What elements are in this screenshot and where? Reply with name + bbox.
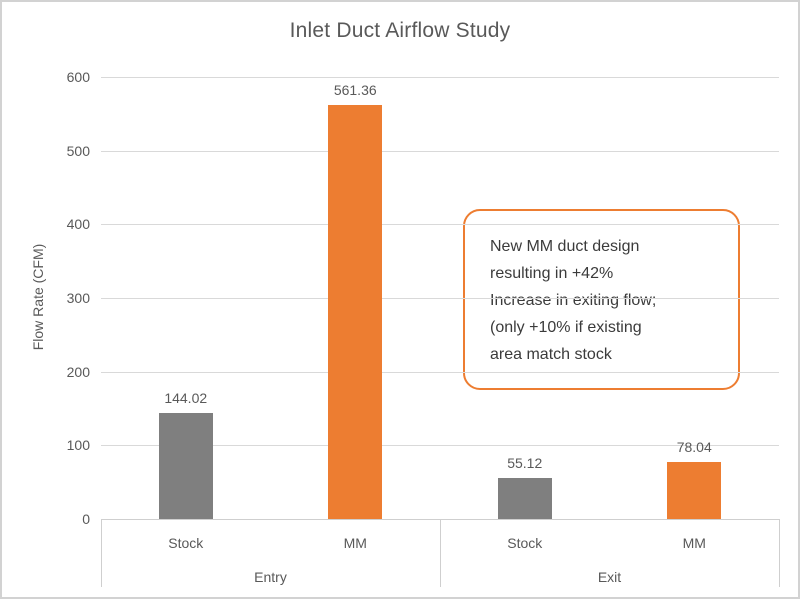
bar-exit-mm bbox=[667, 461, 722, 519]
annotation-line-2: resulting in +42% bbox=[490, 265, 614, 282]
annotation-callout: New MM duct design resulting in +42% Inc… bbox=[463, 209, 740, 390]
y-tick-label-400: 400 bbox=[66, 216, 90, 233]
category-label-entry-mm: MM bbox=[343, 535, 367, 551]
gridline-300 bbox=[101, 298, 779, 299]
bar-entry-mm bbox=[328, 105, 383, 519]
y-tick-label-500: 500 bbox=[66, 142, 90, 159]
annotation-line-1: New MM duct design bbox=[490, 238, 640, 255]
annotation-line-5: area match stock bbox=[490, 346, 612, 363]
gridline-400 bbox=[101, 224, 779, 226]
category-axis-divider-2 bbox=[779, 519, 780, 587]
y-axis-title: Flow Rate (CFM) bbox=[30, 243, 46, 351]
y-tick-label-300: 300 bbox=[66, 290, 90, 306]
data-label-exit-mm: 78.04 bbox=[676, 438, 712, 455]
data-label-exit-stock: 55.12 bbox=[507, 455, 543, 472]
chart-title: Inlet Duct Airflow Study bbox=[289, 19, 511, 42]
category-axis-divider-0 bbox=[101, 519, 102, 587]
annotation-line-4: (only +10% if existing bbox=[490, 319, 642, 336]
annotation-line-3: Increase in exiting flow; bbox=[490, 292, 657, 309]
category-axis-divider-1 bbox=[440, 519, 441, 587]
category-label-exit-mm: MM bbox=[682, 535, 706, 551]
gridline-100 bbox=[101, 445, 779, 447]
gridline-500 bbox=[101, 150, 779, 152]
group-label-exit: Exit bbox=[597, 569, 622, 585]
data-label-entry-mm: 561.36 bbox=[333, 82, 377, 99]
y-tick-label-600: 600 bbox=[66, 69, 90, 85]
gridline-200 bbox=[101, 371, 779, 373]
bar-entry-stock bbox=[158, 412, 213, 519]
group-label-entry: Entry bbox=[254, 569, 287, 585]
y-tick-label-200: 200 bbox=[66, 363, 90, 380]
category-label-exit-stock: Stock bbox=[507, 535, 543, 551]
bar-exit-stock bbox=[497, 478, 552, 519]
y-tick-label-100: 100 bbox=[66, 437, 90, 454]
gridline-600 bbox=[101, 77, 779, 78]
category-label-entry-stock: Stock bbox=[168, 535, 204, 551]
data-label-entry-stock: 144.02 bbox=[164, 389, 208, 406]
y-tick-label-0: 0 bbox=[82, 511, 90, 527]
